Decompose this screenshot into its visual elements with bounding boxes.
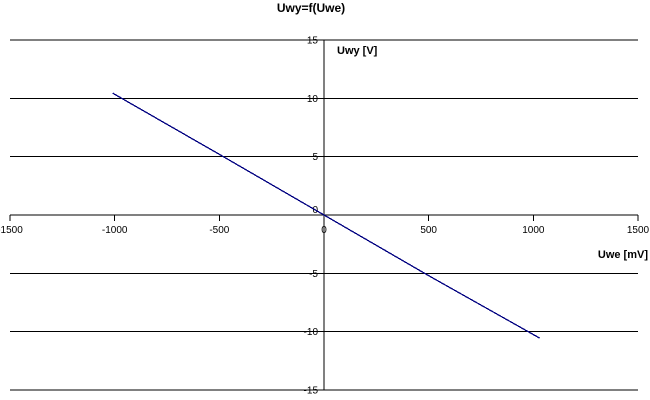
y-axis-label: Uwy [V] xyxy=(337,45,378,57)
x-tick-label: 1500 xyxy=(627,225,650,236)
y-tick-label: 10 xyxy=(307,94,319,105)
y-tick-label: -5 xyxy=(309,269,318,280)
x-tick-label: 500 xyxy=(420,225,437,236)
y-tick-label: -10 xyxy=(304,327,319,338)
y-tick-label: -15 xyxy=(304,386,319,397)
y-tick-label: 15 xyxy=(307,36,319,47)
x-tick-label: -500 xyxy=(209,225,229,236)
x-tick-label: -1000 xyxy=(102,225,128,236)
x-tick-label: -1500 xyxy=(0,225,23,236)
x-axis-label: Uwe [mV] xyxy=(597,249,648,261)
y-tick-label: 5 xyxy=(312,152,318,163)
x-tick-label: 0 xyxy=(321,225,327,236)
x-tick-label: 1000 xyxy=(522,225,545,236)
chart-title: Uwy=f(Uwe) xyxy=(276,1,346,15)
series-line xyxy=(112,92,540,339)
